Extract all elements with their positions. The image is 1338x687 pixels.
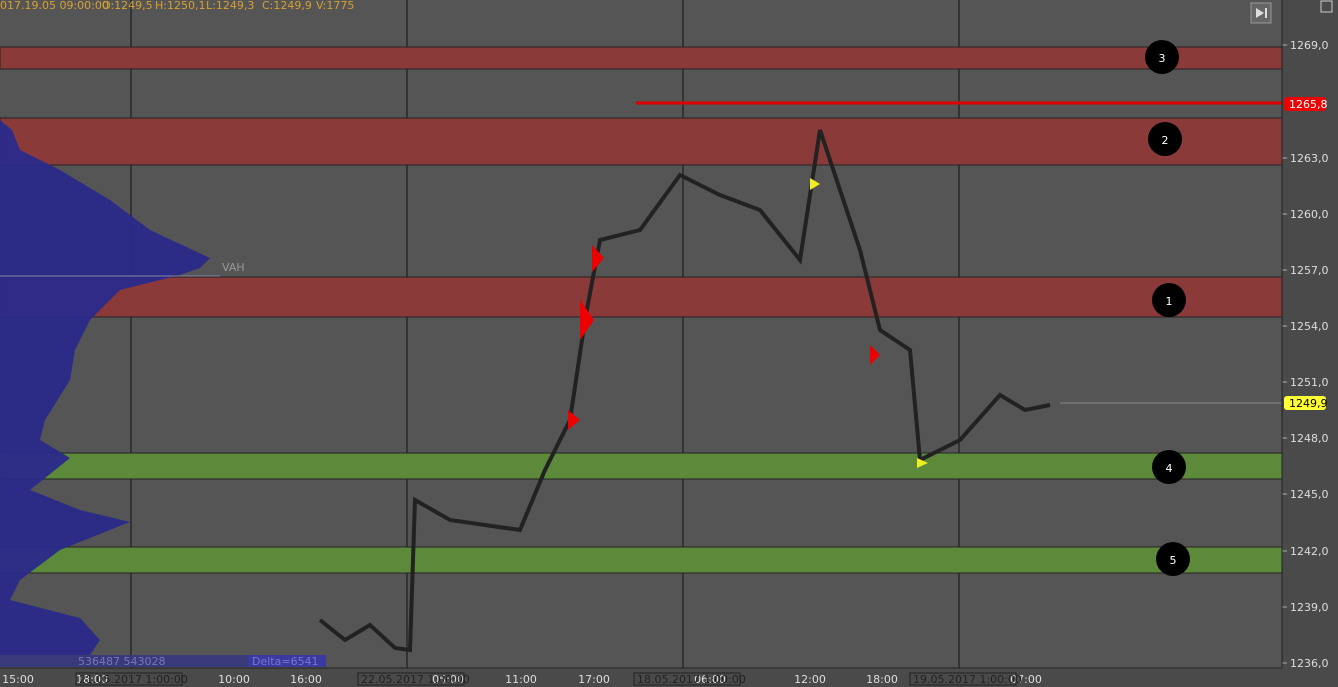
volume-box (0, 655, 250, 667)
header: 017.19.05 09:00:00O:1249,5 H:1250,1 L:1249… (0, 0, 354, 12)
time-label: 16:00 (290, 673, 322, 686)
zone-number: 2 (1162, 134, 1169, 147)
zone-number: 3 (1159, 52, 1166, 65)
price-label: 1265,8 (1289, 98, 1328, 111)
header-item: C:1249,9 (262, 0, 312, 12)
tick-label: 1263,0 (1290, 152, 1329, 165)
volume-text: 536487 543028 (78, 655, 165, 668)
tick-label: 1254,0 (1290, 320, 1329, 333)
header-item: H:1250,1 (155, 0, 205, 12)
price-ticks: 1269,0 1263,0 1260,0 1257,0 1254,0 1251,0 1248… (1281, 0, 1329, 670)
icon (1256, 8, 1264, 18)
time-label: 18:00 (866, 673, 898, 686)
header-item: V:1775 (316, 0, 354, 12)
volume-profile (0, 120, 210, 658)
time-label: 17:00 (578, 673, 610, 686)
session-box (75, 672, 183, 686)
icon (1265, 8, 1267, 18)
zone-number: 5 (1170, 554, 1177, 567)
time-label: 06:00 (694, 673, 726, 686)
session-label: 22.05.2017 1:00:00 (361, 673, 470, 686)
time-label: 10:00 (218, 673, 250, 686)
header-item: 017.19.05 09:00:00 (0, 0, 109, 12)
zone-number: 4 (1166, 462, 1173, 475)
session-label: 18.05.2017 1:00:00 (637, 673, 746, 686)
zone-number: 1 (1166, 295, 1173, 308)
time-label: 18:00 (76, 673, 108, 686)
scroll-button[interactable] (1250, 2, 1272, 24)
header-item: L:1249,3 (206, 0, 254, 12)
zone (0, 452, 1283, 480)
tick-label: 1257,0 (1290, 264, 1329, 277)
tick-label: 1242,0 (1290, 545, 1329, 558)
zones: 3 2 1 4 5 (0, 40, 1283, 576)
vah-label: VAH (222, 261, 245, 274)
zone (0, 276, 1283, 318)
time-label: 07:00 (1010, 673, 1042, 686)
delta-marker (568, 410, 580, 430)
zone (0, 46, 1283, 70)
tick-label: 1236,0 (1290, 657, 1329, 670)
time-label: 15:00 (2, 673, 34, 686)
zone-badge (1152, 283, 1186, 317)
price-label: 1249,9 (1289, 397, 1328, 410)
session-label: 19.05.2017 1:00:00 (913, 673, 1022, 686)
tick-label: 1251,0 (1290, 376, 1329, 389)
zone (0, 546, 1283, 574)
time-axis: 15:00 18:00 10:00 16:00 05:00 11:00 17:00 06:00… (0, 667, 1282, 686)
zone-badge (1152, 450, 1186, 484)
tick-label: 1269,0 (1290, 39, 1329, 52)
session-box (357, 672, 465, 686)
tick-label: 1239,0 (1290, 601, 1329, 614)
tick-label: 1245,0 (1290, 488, 1329, 501)
tick-label: 1260,0 (1290, 208, 1329, 221)
delta-marker (917, 458, 928, 468)
price-axis-bg (1282, 0, 1338, 687)
tick-label: 1248,0 (1290, 432, 1329, 445)
time-label: 11:00 (505, 673, 537, 686)
delta-marker (592, 245, 604, 272)
delta-marker (580, 300, 594, 340)
corner-box[interactable] (1320, 0, 1333, 13)
zone-badge (1156, 542, 1190, 576)
time-label: 05:00 (432, 673, 464, 686)
price-label-box (1284, 97, 1326, 111)
zone-badge (1148, 122, 1182, 156)
delta-marker (810, 178, 820, 190)
session-box (909, 672, 1017, 686)
zone-badge (1145, 40, 1179, 74)
time-label: 12:00 (794, 673, 826, 686)
zone (0, 117, 1283, 166)
price-path (318, 129, 1051, 653)
session-box (633, 672, 741, 686)
header-item: O:1249,5 (102, 0, 153, 12)
delta-marker (870, 345, 880, 365)
delta-text: Delta=6541 (252, 655, 319, 668)
delta-box (248, 655, 326, 667)
session-label: 21.05.2017 1:00:00 (79, 673, 188, 686)
price-label-box (1284, 396, 1326, 410)
